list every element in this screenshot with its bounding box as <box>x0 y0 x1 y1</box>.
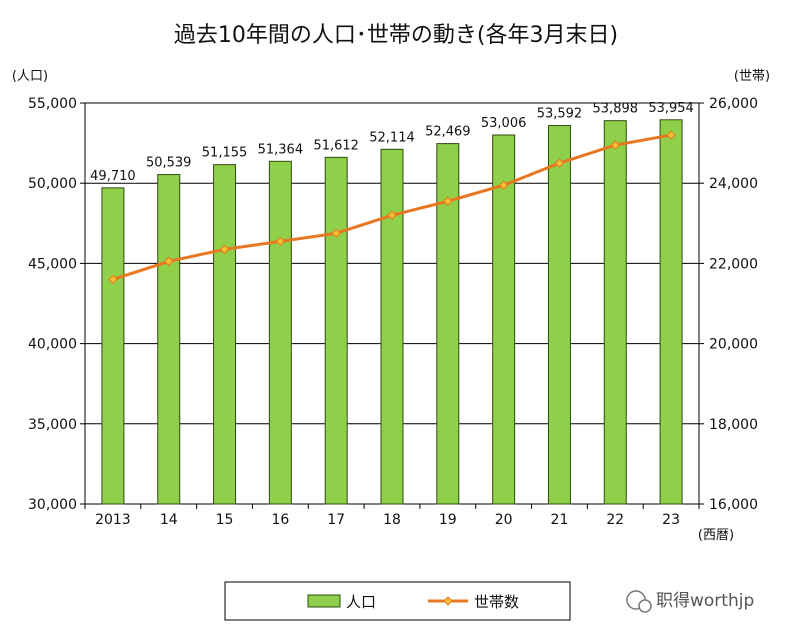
legend-box <box>224 581 571 621</box>
x-tick-label: 22 <box>606 512 624 528</box>
y-tick-label-left: 55,000 <box>28 96 77 112</box>
y-tick-label-right: 26,000 <box>709 96 758 112</box>
bar-population <box>659 119 683 505</box>
x-tick-label: 17 <box>327 512 345 528</box>
households-point <box>275 236 286 247</box>
y-tick-label-left: 45,000 <box>28 256 77 272</box>
y-tick-label-right: 16,000 <box>709 497 758 513</box>
watermark-text: 职得worthjp <box>656 591 754 611</box>
y-tick-label-left: 30,000 <box>28 497 77 513</box>
x-tick-label: 18 <box>383 512 401 528</box>
y-tick-label-right: 22,000 <box>709 256 758 272</box>
population-bars <box>101 119 683 505</box>
x-tick-label: 14 <box>160 512 178 528</box>
y-tick-label-left: 50,000 <box>28 176 77 192</box>
y-axis-label-left: (人口) <box>12 69 48 84</box>
bar-data-label: 50,539 <box>146 156 192 171</box>
x-axis-ticks: 2013 14 15 16 17 18 19 20 21 22 23 <box>84 504 700 528</box>
bar-population <box>157 174 181 505</box>
households-point <box>164 256 174 267</box>
households-point <box>610 140 620 150</box>
households-point <box>387 210 397 220</box>
x-tick-label: 2013 <box>95 512 131 528</box>
bar-data-label: 51,364 <box>258 142 304 157</box>
bar-data-label: 53,006 <box>481 116 527 131</box>
x-tick-label: 15 <box>216 512 234 528</box>
bar-population <box>324 156 348 505</box>
y-tick-label-left: 40,000 <box>28 337 77 353</box>
bar-population <box>603 120 627 505</box>
bar-data-label: 52,114 <box>369 130 415 145</box>
legend-label-households: 世帯数 <box>474 593 519 611</box>
chart-title: 過去10年間の人口･世帯の動き(各年3月末日) <box>174 23 618 48</box>
x-axis-label: (西暦) <box>698 528 734 543</box>
bar-data-label: 53,954 <box>648 101 694 116</box>
y-axis-left-ticks: 30,000 35,000 40,000 45,000 50,000 55,000 <box>28 96 85 513</box>
legend-marker-households <box>443 596 453 606</box>
households-point <box>219 244 230 255</box>
households-line <box>108 130 676 285</box>
bar-population <box>492 134 516 505</box>
x-tick-label: 21 <box>551 512 569 528</box>
legend-label-population: 人口 <box>346 593 376 611</box>
bar-data-label: 52,469 <box>425 125 471 140</box>
x-tick-label: 23 <box>662 512 680 528</box>
watermark: 职得worthjp <box>626 590 754 613</box>
bar-population <box>101 187 125 505</box>
bar-data-label: 53,592 <box>537 107 583 122</box>
households-point <box>108 274 118 285</box>
y-axis-label-right: (世帯) <box>734 69 770 84</box>
x-tick-label: 16 <box>271 512 289 528</box>
wechat-icon-small <box>638 599 652 613</box>
y-tick-label-left: 35,000 <box>28 417 77 433</box>
households-point <box>331 228 341 239</box>
x-tick-label: 19 <box>439 512 457 528</box>
bar-population <box>213 164 237 505</box>
y-tick-label-right: 18,000 <box>709 417 758 433</box>
y-tick-label-right: 24,000 <box>709 176 758 192</box>
households-point <box>498 180 509 190</box>
x-tick-label: 20 <box>495 512 513 528</box>
bar-population <box>268 160 292 505</box>
bar-data-label: 51,612 <box>313 138 359 153</box>
bar-population <box>547 125 571 505</box>
households-point <box>443 196 453 206</box>
bar-data-label: 51,155 <box>202 146 248 161</box>
bar-data-label: 49,710 <box>90 169 136 184</box>
bar-population <box>380 148 404 505</box>
bar-population <box>436 143 460 505</box>
y-tick-label-right: 20,000 <box>709 337 758 353</box>
households-point <box>666 130 676 140</box>
legend: 人口 世帯数 <box>224 581 571 621</box>
households-point <box>554 158 565 168</box>
y-axis-right-ticks: 16,000 18,000 20,000 22,000 24,000 26,000 <box>699 96 758 513</box>
bar-data-labels: 49,710 50,539 51,155 51,364 51,612 52,114 52,4… <box>90 101 694 184</box>
bar-data-label: 53,898 <box>593 102 639 117</box>
legend-swatch-population <box>307 594 341 608</box>
